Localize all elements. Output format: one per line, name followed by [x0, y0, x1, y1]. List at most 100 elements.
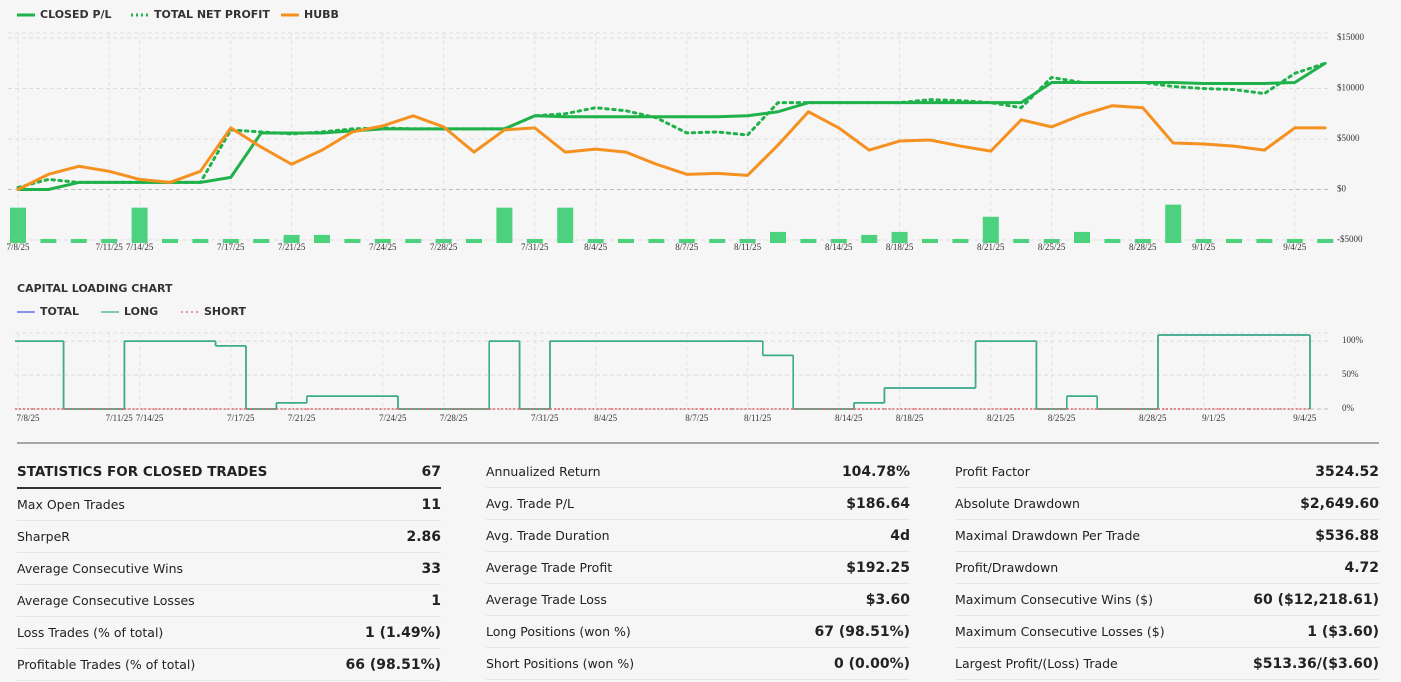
legend-label: CLOSED P/L [40, 8, 112, 21]
bar [222, 238, 239, 243]
stat-label: Long Positions (won %) [486, 624, 631, 639]
x-tick-label: 8/28/25 [1139, 413, 1167, 423]
stat-value: 1 [431, 592, 441, 609]
x-tick-label: 8/25/25 [1048, 413, 1076, 423]
bar [405, 238, 422, 243]
bar [648, 238, 665, 243]
y-tick-label: 0% [1342, 403, 1355, 413]
stat-value: 104.78% [841, 463, 910, 480]
bar [618, 238, 634, 243]
bar [1074, 231, 1090, 243]
stats-column: STATISTICS FOR CLOSED TRADES 67 Max Open T… [17, 456, 441, 681]
stats-column: Annualized Return 104.78% Avg. Trade P/L $1… [486, 456, 910, 680]
stats-row: Avg. Trade P/L $186.64 [486, 488, 910, 520]
bar [1286, 238, 1303, 243]
x-tick-label: 8/4/25 [584, 242, 608, 252]
x-tick-label: 8/18/25 [886, 242, 914, 252]
bar [952, 238, 969, 243]
stats-row: Average Trade Profit $192.25 [486, 552, 910, 584]
stat-value: 67 [421, 463, 441, 480]
stats-row: Absolute Drawdown $2,649.60 [955, 488, 1379, 520]
x-tick-label: 7/21/25 [288, 413, 316, 423]
bar [739, 238, 756, 243]
stat-label: Largest Profit/(Loss) Trade [955, 656, 1118, 671]
stats-row: Largest Profit/(Loss) Trade $513.36/($3.6… [955, 648, 1379, 680]
stat-label: Maximum Consecutive Losses ($) [955, 624, 1165, 639]
stats-row: Annualized Return 104.78% [486, 456, 910, 488]
stat-value: $186.64 [846, 495, 910, 512]
legend-label: SHORT [204, 305, 246, 318]
stats-row: Average Consecutive Wins 33 [17, 553, 441, 585]
stats-row: SharpeR 2.86 [17, 521, 441, 553]
y-tick-label: 100% [1342, 335, 1364, 345]
x-tick-label: 8/11/25 [734, 242, 762, 252]
bar [557, 207, 574, 243]
stat-label: Profitable Trades (% of total) [17, 657, 196, 672]
stats-row: Profitable Trades (% of total) 66 (98.51%… [17, 649, 441, 681]
x-tick-label: 8/28/25 [1129, 242, 1157, 252]
stat-label: Average Consecutive Losses [17, 593, 195, 608]
bar [1195, 238, 1212, 243]
stat-value: 2.86 [406, 528, 441, 545]
chart-title: CAPITAL LOADING CHART [17, 282, 173, 295]
bar [314, 234, 330, 243]
bar [344, 238, 361, 243]
x-tick-label: 9/4/25 [1283, 242, 1307, 252]
series-line [16, 104, 1327, 191]
stat-label: Max Open Trades [17, 497, 125, 512]
bar [861, 234, 878, 243]
stat-label: STATISTICS FOR CLOSED TRADES [17, 463, 268, 480]
bar [466, 238, 482, 243]
x-tick-label: 8/14/25 [825, 242, 853, 252]
stats-row: Avg. Trade Duration 4d [486, 520, 910, 552]
bar [40, 238, 57, 243]
stat-value: $3.60 [865, 591, 910, 608]
stats-row: Max Open Trades 11 [17, 489, 441, 521]
x-tick-label: 7/8/25 [16, 413, 40, 423]
bar [1013, 238, 1030, 243]
stat-value: 1 ($3.60) [1307, 623, 1379, 640]
stat-label: Annualized Return [486, 464, 601, 479]
bar [283, 234, 300, 243]
x-tick-label: 8/11/25 [744, 413, 772, 423]
bar [891, 231, 908, 243]
stat-label: Avg. Trade Duration [486, 528, 610, 543]
stat-label: Average Trade Loss [486, 592, 607, 607]
x-tick-label: 7/31/25 [521, 242, 549, 252]
x-tick-label: 7/21/25 [278, 242, 306, 252]
stats-row: Maximal Drawdown Per Trade $536.88 [955, 520, 1379, 552]
x-tick-label: 8/4/25 [594, 413, 618, 423]
stats-row: Short Positions (won %) 0 (0.00%) [486, 648, 910, 680]
stat-value: 66 (98.51%) [345, 656, 441, 673]
x-tick-label: 7/28/25 [430, 242, 458, 252]
stats-row: Average Consecutive Losses 1 [17, 585, 441, 617]
bar [830, 238, 847, 243]
stat-label: Avg. Trade P/L [486, 496, 575, 511]
bar [253, 238, 270, 243]
y-tick-label: $15000 [1337, 32, 1365, 42]
bar [374, 238, 391, 243]
x-tick-label: 7/24/25 [379, 413, 407, 423]
bar [131, 207, 148, 243]
bar [678, 238, 695, 243]
x-tick-label: 7/11/25 [96, 242, 124, 252]
bar [982, 216, 999, 243]
statistics: STATISTICS FOR CLOSED TRADES 67 Max Open T… [0, 456, 1401, 682]
stat-label: Loss Trades (% of total) [17, 625, 164, 640]
stats-row: Average Trade Loss $3.60 [486, 584, 910, 616]
bar [922, 238, 938, 243]
stats-row: Loss Trades (% of total) 1 (1.49%) [17, 617, 441, 649]
stat-value: 3524.52 [1315, 463, 1379, 480]
x-tick-label: 8/21/25 [987, 413, 1015, 423]
x-tick-label: 9/1/25 [1202, 413, 1226, 423]
bar [1317, 238, 1334, 243]
stat-label: Profit/Drawdown [955, 560, 1059, 575]
bar [587, 238, 604, 243]
bar [496, 207, 513, 243]
y-tick-label: -$5000 [1337, 234, 1363, 244]
stat-label: Maximal Drawdown Per Trade [955, 528, 1141, 543]
bar [101, 238, 118, 243]
stat-value: 33 [421, 560, 441, 577]
stats-row: Maximum Consecutive Losses ($) 1 ($3.60) [955, 616, 1379, 648]
